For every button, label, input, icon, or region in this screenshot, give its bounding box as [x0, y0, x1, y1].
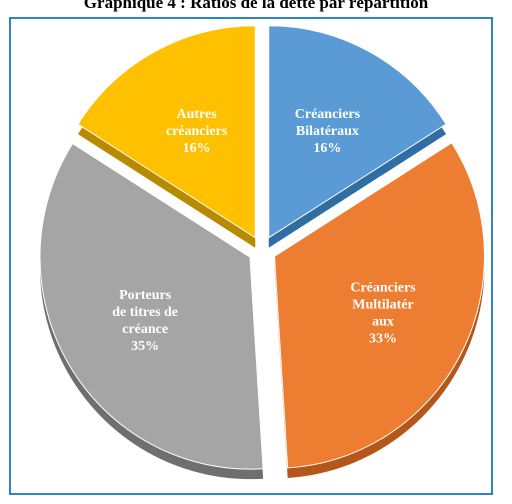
slice-label-line: de titres de: [112, 305, 178, 320]
slice-label-line: Porteurs: [119, 288, 172, 303]
slice-label-line: Créanciers: [350, 281, 416, 296]
slice-label-2: Porteurs de titres de créance 35%: [112, 288, 178, 354]
slice-label-line: créance: [122, 322, 168, 337]
slice-label-1: Créanciers Multilatér aux 33%: [350, 281, 416, 347]
pie-slice-1: [273, 142, 485, 469]
slice-label-line: Autres: [176, 107, 217, 122]
chart-title: Graphique 4 : Ratios de la dette par rép…: [83, 0, 429, 12]
slice-label-line: 16%: [183, 141, 211, 156]
slice-label-line: Bilatéraux: [296, 124, 359, 139]
slice-label-line: aux: [372, 315, 394, 330]
pie-slice-2: [39, 142, 264, 470]
pie-slice-3: [77, 25, 256, 239]
slice-label-line: Créanciers: [295, 107, 361, 122]
slice-label-line: 33%: [369, 332, 397, 347]
slice-label-3: Autres créanciers 16%: [166, 107, 228, 156]
slice-label-0: Créanciers Bilatéraux 16%: [295, 107, 361, 156]
slice-label-line: 16%: [313, 141, 341, 156]
slice-label-line: 35%: [131, 339, 159, 354]
pie-slice-0: [268, 25, 447, 239]
slice-label-line: créanciers: [166, 124, 228, 139]
slice-label-line: Multilatér: [352, 298, 413, 313]
